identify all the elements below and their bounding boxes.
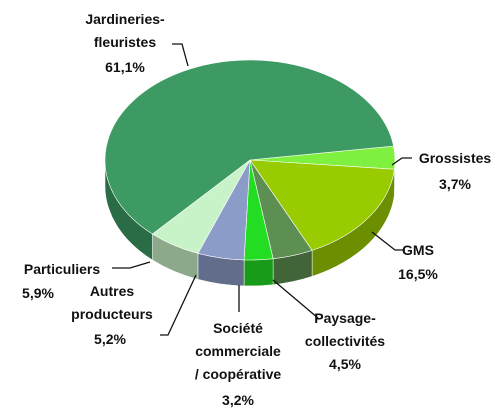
labels: Grossistes 3,7% GMS 16,5% Paysage-collectivi…: [22, 11, 491, 408]
category-label: GMS: [402, 242, 434, 258]
slice-side: [243, 258, 274, 287]
leader-line: [172, 43, 189, 67]
slice: [249, 159, 395, 251]
category-label: Autres producteurs: [71, 283, 153, 322]
category-label: Société commerciale / coopérative: [195, 320, 282, 382]
value-label: 4,5%: [329, 356, 361, 372]
value-label: 3,7%: [439, 176, 471, 192]
category-label: Particuliers: [24, 261, 100, 277]
leader-line: [112, 261, 151, 269]
value-label: 61,1%: [105, 59, 145, 75]
pie: [104, 59, 396, 287]
value-label: 5,9%: [22, 285, 54, 301]
category-label: Jardineries-fleuristes: [85, 11, 165, 50]
leader-line: [272, 279, 319, 319]
leader-line: [160, 274, 197, 336]
slice: [104, 59, 394, 235]
category-label: Paysage-collectivités: [305, 310, 385, 349]
leader-line: [391, 157, 412, 166]
value-label: 16,5%: [398, 266, 438, 282]
value-label: 5,2%: [94, 331, 126, 347]
leader-line: [371, 231, 405, 251]
value-label: 3,2%: [222, 392, 254, 408]
leaders: [112, 43, 412, 336]
category-label: Grossistes: [419, 150, 492, 166]
